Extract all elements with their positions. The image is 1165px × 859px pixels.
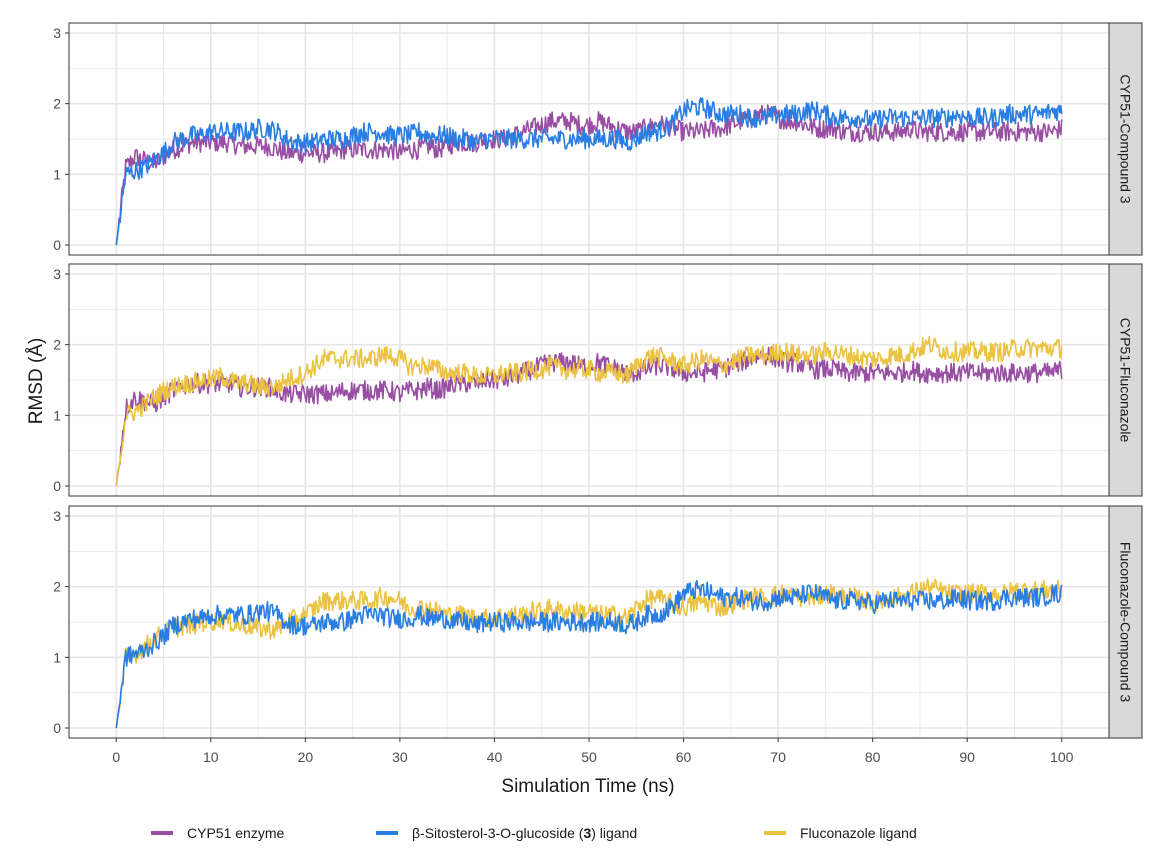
x-tick-label: 0: [112, 749, 120, 765]
x-tick-label: 90: [959, 749, 975, 765]
series-line-cyp51-enzyme: [115, 104, 1063, 246]
facet-strip: [1108, 22, 1143, 256]
legend-key-compound: [376, 831, 398, 835]
y-tick-label: 1: [53, 649, 61, 665]
y-tick-label: 2: [53, 579, 61, 595]
facet-panel-1: 0 1 2 3 CYP51-Compound 3: [53, 22, 1143, 256]
panels-layer: 0 1 2 3 CYP51-Compound 3 0 1 2 3 CYP51-Fluconazol…: [53, 22, 1143, 765]
x-tick-label: 80: [865, 749, 881, 765]
legend-text-bold: 3: [583, 825, 592, 841]
y-tick-label: 1: [53, 407, 61, 423]
y-tick-label: 3: [53, 508, 61, 524]
legend-key-fluconazole: [764, 831, 786, 835]
series-line-fluconazole-ligand: [115, 335, 1063, 487]
y-tick-label: 0: [53, 237, 61, 253]
legend-label-enzyme: CYP51 enzyme: [187, 825, 284, 841]
series-line--sitosterol-3-o-glucoside-3-ligand: [115, 97, 1063, 246]
x-tick-label: 50: [581, 749, 597, 765]
legend-label-compound: β-Sitosterol-3-O-glucoside (3) ligand: [412, 825, 637, 841]
legend-item-enzyme: CYP51 enzyme: [151, 818, 284, 848]
x-tick-label: 100: [1050, 749, 1074, 765]
series-line--sitosterol-3-o-glucoside-3-ligand: [115, 579, 1063, 729]
series-line-cyp51-enzyme: [115, 346, 1063, 487]
legend-text: Fluconazole ligand: [800, 825, 917, 841]
legend-item-fluconazole: Fluconazole ligand: [764, 818, 917, 848]
y-tick-label: 2: [53, 96, 61, 112]
legend-item-compound: β-Sitosterol-3-O-glucoside (3) ligand: [376, 818, 637, 848]
y-axis-title: RMSD (Å): [26, 338, 47, 425]
y-tick-label: 3: [53, 25, 61, 41]
y-tick-label: 0: [53, 720, 61, 736]
x-tick-label: 60: [676, 749, 692, 765]
facet-panel-2: 0 1 2 3 CYP51-Fluconazole: [53, 263, 1143, 497]
facet-strip: [1108, 263, 1143, 497]
y-tick-label: 1: [53, 166, 61, 182]
y-tick-label: 0: [53, 478, 61, 494]
legend: CYP51 enzyme β-Sitosterol-3-O-glucoside …: [0, 818, 1165, 848]
legend-key-enzyme: [151, 831, 173, 835]
y-tick-label: 2: [53, 337, 61, 353]
legend-label-fluconazole: Fluconazole ligand: [800, 825, 917, 841]
x-tick-label: 70: [770, 749, 786, 765]
x-tick-label: 10: [203, 749, 219, 765]
facet-strip: [1108, 505, 1143, 739]
facet-strip-label: Fluconazole-Compound 3: [1118, 542, 1134, 703]
y-tick-label: 3: [53, 266, 61, 282]
facet-panel-3: 0 1 2 3 Fluconazole-Compound 3 0 10 20 30 40 50 60 7…: [53, 505, 1143, 765]
x-axis-title: Simulation Time (ns): [501, 776, 674, 797]
facet-strip-label: CYP51-Compound 3: [1118, 74, 1134, 203]
x-tick-label: 30: [392, 749, 408, 765]
facet-strip-label: CYP51-Fluconazole: [1118, 318, 1134, 443]
legend-text: β-Sitosterol-3-O-glucoside (: [412, 825, 584, 841]
legend-text: ) ligand: [591, 825, 638, 841]
x-tick-label: 20: [298, 749, 314, 765]
legend-text: CYP51 enzyme: [187, 825, 285, 841]
x-tick-label: 40: [487, 749, 503, 765]
